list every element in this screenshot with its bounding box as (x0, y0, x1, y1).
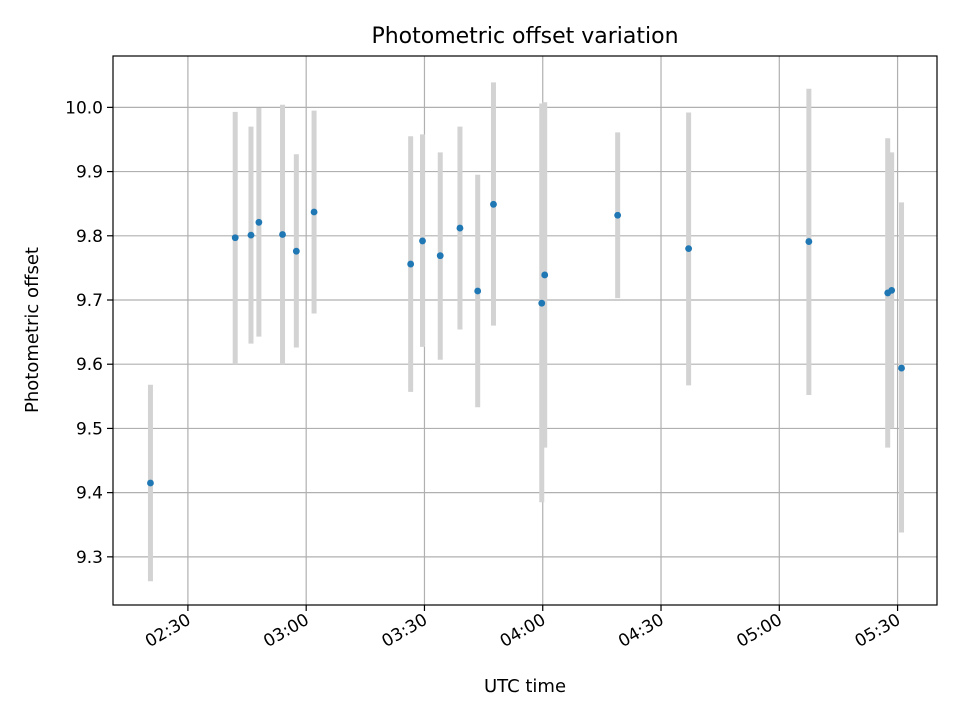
x-axis-label: UTC time (484, 676, 566, 697)
x-tick-label: 04:30 (615, 610, 667, 652)
y-tick-label: 9.9 (76, 163, 103, 183)
data-point (279, 231, 286, 238)
data-point (255, 218, 263, 226)
data-point (898, 364, 905, 372)
x-tick-label: 03:00 (260, 610, 312, 652)
y-tick-label: 9.5 (76, 419, 103, 439)
y-tick-label: 9.8 (76, 227, 103, 247)
x-tick-label: 04:00 (497, 610, 549, 652)
data-point (292, 247, 300, 255)
error-bars (147, 82, 905, 582)
x-tick-label: 03:30 (379, 610, 431, 652)
data-point (147, 479, 154, 487)
y-axis-label: Photometric offset (22, 247, 43, 413)
y-tick-label: 9.4 (76, 484, 103, 504)
y-tick-label: 9.3 (76, 548, 103, 568)
data-points (147, 200, 905, 487)
x-tick-label: 02:30 (142, 610, 194, 652)
y-axis-ticks: 9.3 9.4 9.5 9.6 9.7 9.8 9.9 10.0 (65, 98, 113, 568)
y-tick-label: 10.0 (65, 98, 103, 118)
y-tick-label: 9.6 (76, 355, 103, 375)
data-point (805, 238, 813, 245)
data-point (541, 271, 549, 279)
data-point (247, 231, 255, 239)
data-point (456, 224, 464, 232)
x-tick-label: 05:30 (852, 610, 904, 652)
y-tick-label: 9.7 (76, 291, 103, 311)
data-point (685, 245, 693, 253)
data-point (310, 208, 318, 216)
plot-frame (112, 55, 938, 606)
data-point (231, 234, 239, 242)
data-point (888, 286, 896, 294)
data-point (436, 252, 444, 260)
chart-title: Photometric offset variation (371, 24, 678, 49)
data-point (538, 299, 546, 307)
x-axis-ticks: 02:30 03:00 03:30 04:00 04:30 05:00 05:30 (142, 605, 904, 652)
data-point (407, 260, 415, 268)
x-tick-label: 05:00 (733, 610, 785, 652)
data-point (614, 211, 622, 219)
data-point (419, 237, 426, 245)
data-point (490, 200, 497, 208)
data-point (474, 287, 482, 295)
